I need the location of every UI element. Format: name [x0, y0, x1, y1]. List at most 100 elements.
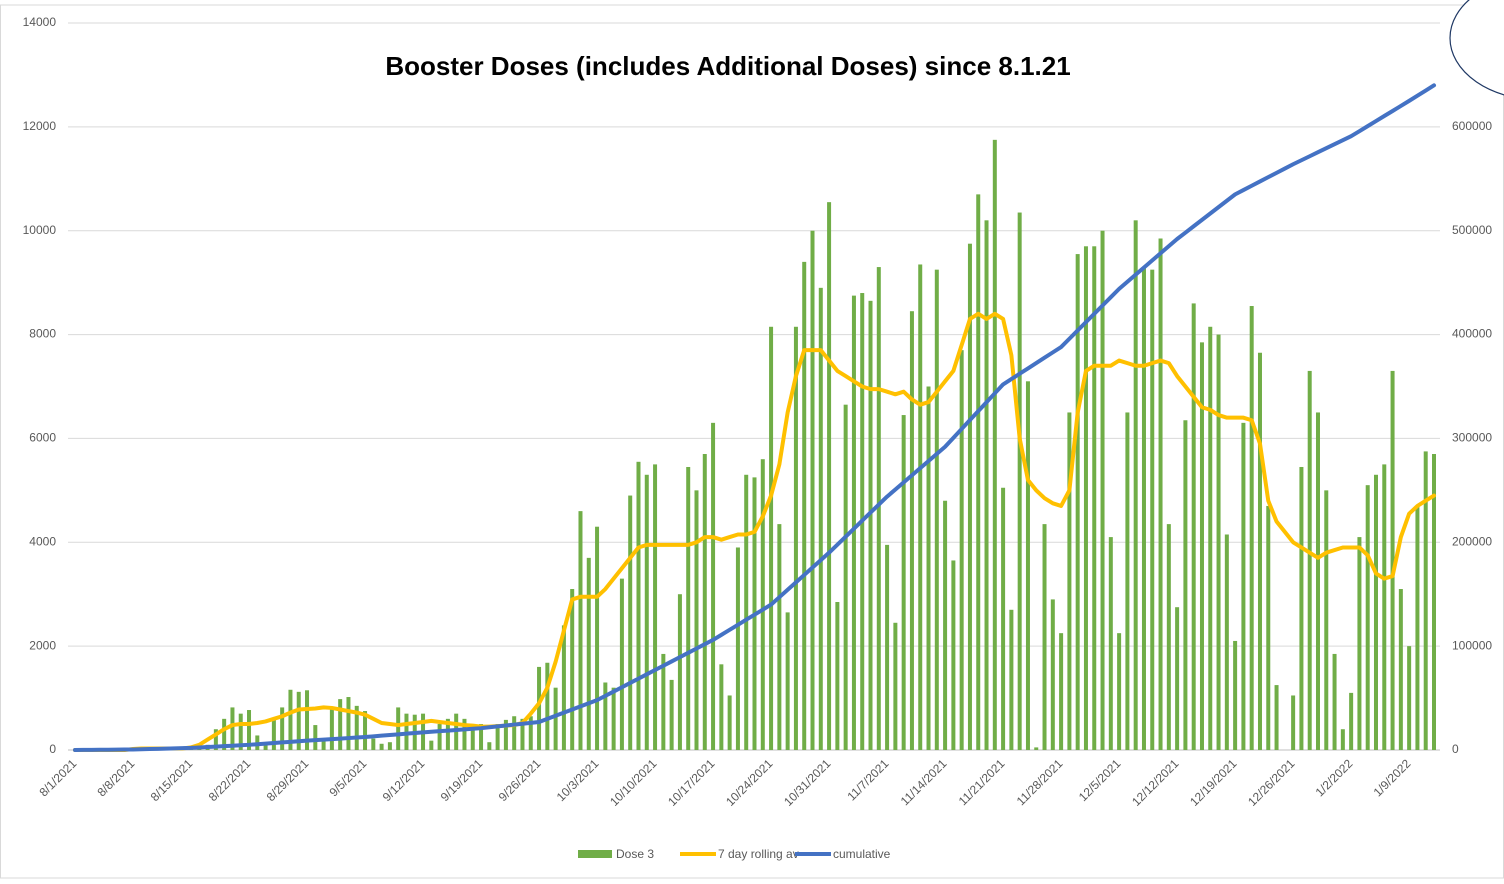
bar — [537, 666, 542, 750]
bar — [1208, 326, 1213, 750]
bar — [686, 466, 691, 750]
bar — [818, 287, 823, 750]
bar — [445, 718, 450, 750]
bar — [1415, 505, 1420, 750]
y-tick-label: 0 — [49, 742, 56, 756]
bar — [843, 404, 848, 750]
bar — [1382, 464, 1387, 750]
bar — [280, 707, 285, 750]
bar — [230, 707, 235, 750]
bar — [1257, 352, 1262, 750]
bar — [992, 139, 997, 750]
bar — [644, 474, 649, 750]
bar — [561, 625, 566, 750]
y2-tick-label: 500000 — [1452, 223, 1492, 237]
bar — [619, 578, 624, 750]
bar — [1001, 487, 1006, 750]
legend-label: 7 day rolling av — [718, 847, 799, 861]
bar — [1083, 246, 1088, 751]
bar — [777, 524, 782, 750]
bar — [487, 742, 492, 750]
bar — [1365, 485, 1370, 750]
bar — [727, 695, 732, 750]
bar — [611, 687, 616, 750]
callout-shape — [1449, 0, 1504, 96]
line — [73, 83, 1436, 752]
bar — [354, 705, 359, 750]
bar — [1175, 607, 1180, 750]
bar — [1050, 599, 1055, 750]
bar — [1141, 267, 1146, 750]
bar — [1241, 422, 1246, 750]
bar — [1332, 653, 1337, 750]
bar — [313, 725, 318, 750]
legend-label: cumulative — [833, 847, 891, 861]
bar — [719, 664, 724, 750]
bar — [1390, 370, 1395, 750]
bar — [901, 415, 906, 750]
bar — [1357, 537, 1362, 750]
bar — [1025, 381, 1030, 750]
bar — [876, 267, 881, 750]
bar — [528, 716, 533, 750]
bar — [868, 300, 873, 750]
bar — [1117, 633, 1122, 750]
chart-title: Booster Doses (includes Additional Doses… — [385, 51, 1070, 81]
bar — [1224, 534, 1229, 750]
bar — [379, 743, 384, 750]
bar — [462, 718, 467, 750]
y-tick-label: 10000 — [23, 223, 57, 237]
bar — [744, 474, 749, 750]
bar — [321, 739, 326, 750]
bar — [760, 459, 765, 750]
bar — [1059, 633, 1064, 750]
bar — [1423, 451, 1428, 750]
y2-tick-label: 400000 — [1452, 327, 1492, 341]
bar — [1067, 412, 1072, 750]
bar — [893, 622, 898, 750]
bar — [1307, 370, 1312, 750]
y2-tick-label: 600000 — [1452, 119, 1492, 133]
bar — [578, 511, 583, 750]
bar — [1017, 212, 1022, 750]
bar — [793, 326, 798, 750]
bar — [1042, 524, 1047, 750]
bar — [1125, 412, 1130, 750]
bar — [943, 500, 948, 750]
bar — [885, 544, 890, 750]
bar — [835, 602, 840, 750]
bar — [213, 729, 218, 750]
bar — [909, 311, 914, 750]
bar — [1340, 729, 1345, 750]
bar — [387, 742, 392, 750]
legend-label: Dose 3 — [616, 847, 654, 861]
bar — [636, 461, 641, 750]
bar — [603, 682, 608, 750]
bars — [147, 139, 1436, 751]
bar — [628, 495, 633, 750]
bar — [222, 718, 227, 750]
bar — [827, 202, 832, 750]
bar — [1432, 454, 1436, 750]
bar — [1133, 220, 1138, 751]
bar — [976, 194, 981, 751]
bar — [1034, 747, 1039, 750]
bar — [586, 557, 591, 750]
bar — [1216, 334, 1221, 750]
bar — [1299, 466, 1304, 750]
bar — [1291, 695, 1296, 750]
bar — [520, 718, 525, 750]
bar — [951, 560, 956, 750]
bar — [271, 718, 276, 750]
bar — [545, 662, 550, 750]
bar — [1324, 490, 1329, 750]
y-tick-label: 14000 — [23, 15, 57, 29]
bar — [967, 243, 972, 751]
bar — [851, 295, 856, 750]
bar — [1166, 524, 1171, 750]
bar — [288, 689, 293, 750]
y-tick-label: 2000 — [29, 638, 56, 652]
bar — [263, 743, 268, 750]
bar — [1266, 505, 1271, 750]
